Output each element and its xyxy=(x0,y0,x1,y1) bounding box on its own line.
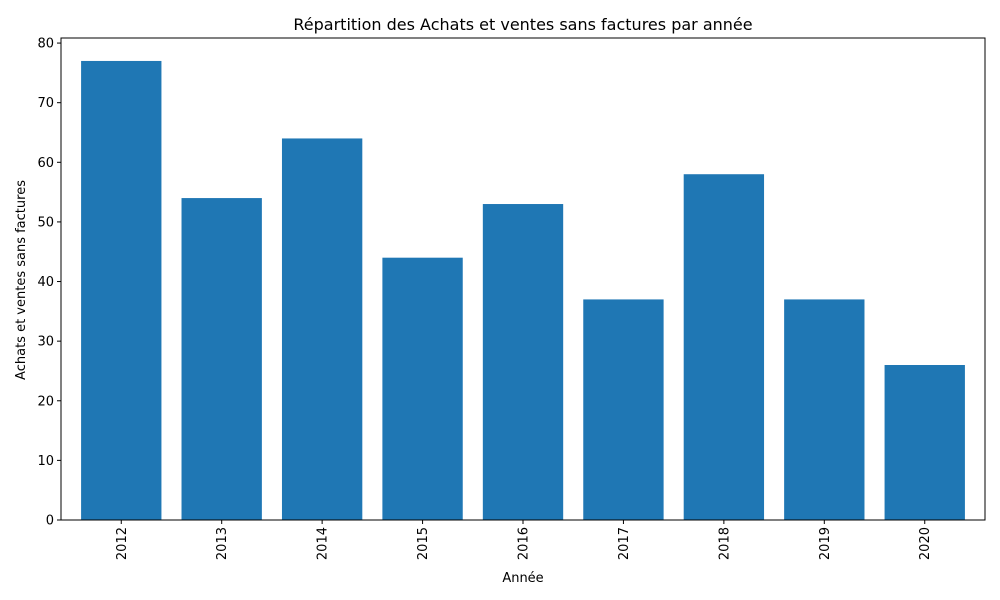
x-tick-label-2016: 2016 xyxy=(517,527,532,560)
y-tick-label-20: 20 xyxy=(37,394,54,409)
y-tick-label-10: 10 xyxy=(37,454,54,469)
y-tick-label-70: 70 xyxy=(37,96,54,111)
x-axis-label: Année xyxy=(502,571,543,586)
x-tick-label-2015: 2015 xyxy=(416,527,431,560)
y-tick-label-30: 30 xyxy=(37,335,54,350)
bar-2017 xyxy=(583,299,664,520)
bar-2016 xyxy=(482,204,564,520)
bar-2012 xyxy=(81,60,162,520)
bar-2020 xyxy=(884,365,965,520)
plot-area: 0 10 20 30 40 50 60 70 80 2012 2013 2014 2015 2016 201… xyxy=(37,37,986,560)
y-tick-label-40: 40 xyxy=(37,275,54,290)
x-tick-label-2013: 2013 xyxy=(215,527,230,560)
x-tick-label-2014: 2014 xyxy=(316,527,331,560)
y-axis-label: Achats et ventes sans factures xyxy=(14,180,29,380)
x-tick-label-2017: 2017 xyxy=(617,527,632,560)
chart-title: Répartition des Achats et ventes sans fa… xyxy=(293,15,752,34)
bar-2014 xyxy=(281,138,363,520)
x-tick-label-2020: 2020 xyxy=(918,527,933,560)
bar-2015 xyxy=(382,257,463,520)
x-tick-label-2018: 2018 xyxy=(717,527,732,560)
y-tick-label-80: 80 xyxy=(37,37,54,52)
bar-2019 xyxy=(784,299,865,520)
bar-2013 xyxy=(181,198,262,520)
x-tick-label-2012: 2012 xyxy=(115,527,130,560)
y-tick-label-50: 50 xyxy=(37,215,54,230)
y-tick-label-60: 60 xyxy=(37,156,54,171)
x-tick-label-2019: 2019 xyxy=(818,527,833,560)
bar-2018 xyxy=(683,174,765,520)
y-tick-label-0: 0 xyxy=(46,514,54,529)
